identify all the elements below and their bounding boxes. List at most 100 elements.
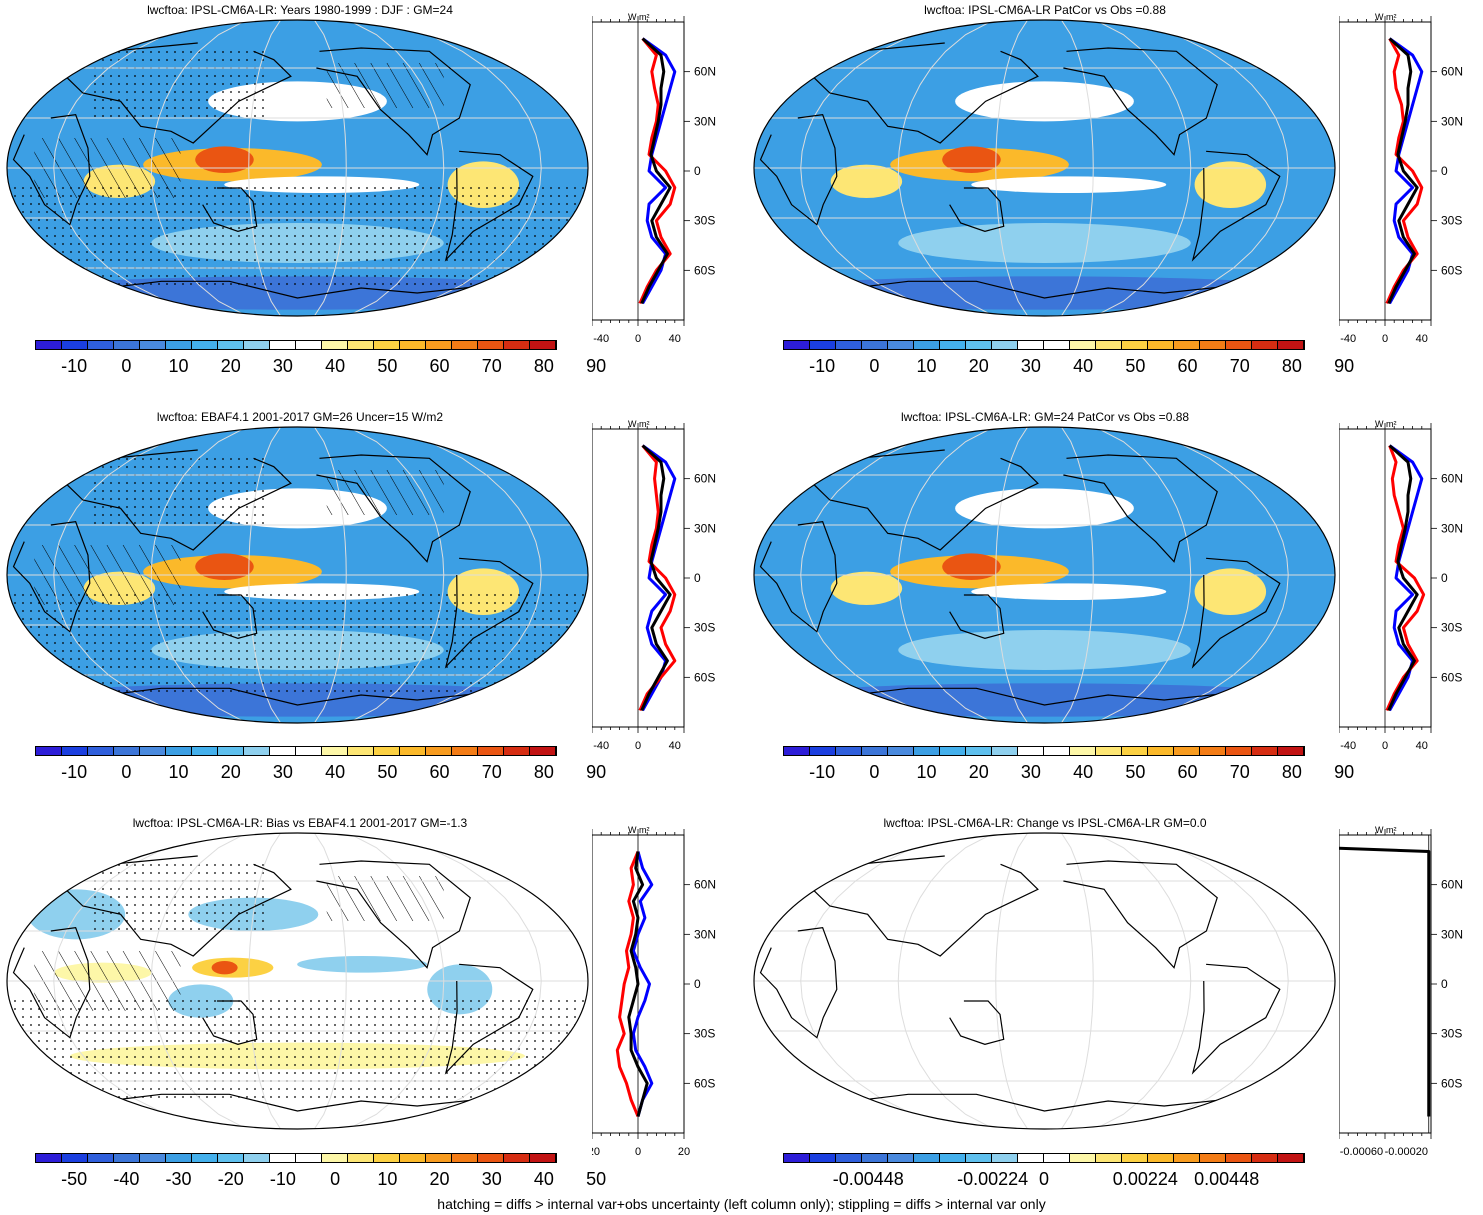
graticule-line	[897, 833, 998, 1129]
graticule-line	[995, 20, 1030, 316]
profile-series-line	[638, 444, 677, 712]
map-title: lwcftoa: IPSL-CM6A-LR: Years 1980-1999 :…	[147, 3, 453, 17]
footnote: hatching = diffs > internal var+obs unce…	[437, 1196, 1046, 1212]
coastline	[1191, 150, 1281, 262]
colorbar-swatch	[836, 747, 862, 755]
profile-x-label: -40	[593, 740, 609, 752]
coastline	[106, 280, 496, 299]
profile-lat-label: 30S	[1441, 621, 1462, 635]
colorbar-label: -10	[809, 762, 836, 782]
colorbar-swatch	[270, 1154, 296, 1162]
colorbar-swatch	[1148, 341, 1174, 349]
profile-x-label: 40	[669, 333, 681, 345]
graticule-line	[897, 427, 998, 723]
colorbar-label: 80	[533, 356, 554, 376]
field-blob	[830, 164, 903, 198]
colorbar-label: 40	[1073, 356, 1094, 376]
colorbar-swatch	[1122, 747, 1148, 755]
field-blob	[211, 961, 238, 975]
colorbar-swatch	[218, 1154, 244, 1162]
graticule-line	[1091, 20, 1192, 316]
graticule-line	[248, 833, 283, 1129]
colorbar-swatch	[244, 747, 270, 755]
graticule-line	[800, 20, 967, 316]
graticule-line	[1059, 833, 1094, 1129]
profile-lat-label: 30N	[694, 521, 716, 535]
colorbar-label: -10	[269, 1169, 296, 1189]
colorbar-swatch	[348, 341, 374, 349]
colorbar-label: 10	[916, 762, 937, 782]
graticule-line	[897, 20, 998, 316]
field-blob	[955, 81, 1134, 122]
colorbar-label: 0	[1038, 1169, 1050, 1189]
field-blob	[195, 553, 254, 580]
zonal-mean-profile: 60N 30N 0 30S 60S W m² -40 0 40	[592, 12, 716, 345]
profile-series-line	[641, 444, 677, 712]
colorbar-label: 10	[168, 762, 189, 782]
colorbar-swatch	[1044, 747, 1070, 755]
map-border	[6, 426, 589, 724]
coastline	[444, 557, 534, 669]
colorbar-swatch	[218, 341, 244, 349]
colorbar-swatch	[140, 341, 166, 349]
colorbar-swatch	[62, 341, 88, 349]
colorbar-swatch	[400, 1154, 426, 1162]
colorbar-swatch	[452, 341, 478, 349]
graticule-line	[312, 833, 347, 1129]
graticule-line	[995, 833, 1030, 1129]
coastline	[106, 687, 496, 706]
profile-x-label: 0	[635, 333, 641, 345]
profile-x-label: -40	[1340, 333, 1356, 345]
graticule-line	[1091, 833, 1192, 1129]
colorbar-label: 40	[1073, 762, 1094, 782]
colorbar-swatch	[1174, 341, 1200, 349]
colorbar-swatch	[114, 747, 140, 755]
colorbar-swatch	[1252, 1154, 1278, 1162]
profile-lat-label: 30S	[694, 214, 715, 228]
profile-series-line	[640, 444, 672, 712]
profile-series-line	[631, 851, 654, 1117]
colorbar-swatch	[296, 747, 322, 755]
profile-lat-label: 60S	[1441, 263, 1462, 277]
profile-unit-label: W m²	[1375, 12, 1397, 22]
colorbar-label: -0.00448	[832, 1169, 904, 1189]
colorbar-swatch	[888, 747, 914, 755]
colorbar-label: 90	[586, 762, 607, 782]
profile-x-label: 0	[1382, 740, 1388, 752]
stippling-region	[7, 183, 588, 288]
coastline	[202, 1000, 258, 1045]
profile-lat-label: 60S	[694, 670, 715, 684]
graticule-line	[1122, 833, 1289, 1129]
colorbar-swatch	[1044, 1154, 1070, 1162]
map-border	[753, 426, 1336, 724]
colorbar-swatch	[836, 341, 862, 349]
colorbar-label: 70	[1229, 762, 1250, 782]
graticule-line	[1122, 427, 1289, 723]
coastline	[759, 521, 838, 633]
colorbar-swatch	[140, 1154, 166, 1162]
colorbar-swatch	[452, 747, 478, 755]
colorbar-label: 90	[586, 356, 607, 376]
colorbar-label: 20	[220, 762, 241, 782]
graticule-line	[53, 833, 220, 1129]
map-title: lwcftoa: EBAF4.1 2001-2017 GM=26 Uncer=1…	[156, 410, 444, 424]
map-title: lwcftoa: IPSL-CM6A-LR PatCor vs Obs =0.8…	[924, 3, 1166, 17]
profile-lat-label: 60N	[1441, 878, 1463, 892]
colorbar-swatch	[992, 341, 1018, 349]
colorbar-swatch	[914, 747, 940, 755]
colorbar	[783, 746, 1305, 756]
colorbar-swatch	[1018, 1154, 1044, 1162]
field-blob	[754, 683, 1335, 717]
colorbar-label: 40	[533, 1169, 554, 1189]
profile-series-line	[1339, 846, 1431, 1117]
map-border	[753, 832, 1336, 1130]
colorbar-swatch	[270, 747, 296, 755]
profile-unit-label: W m²	[1375, 419, 1397, 429]
colorbar-swatch	[62, 747, 88, 755]
graticule-line	[375, 20, 542, 316]
colorbar-label: -10	[809, 356, 836, 376]
colorbar-label: 50	[377, 762, 398, 782]
colorbar-label: 0.00224	[1112, 1169, 1178, 1189]
colorbar-label: 50	[377, 356, 398, 376]
graticule-line	[344, 833, 445, 1129]
